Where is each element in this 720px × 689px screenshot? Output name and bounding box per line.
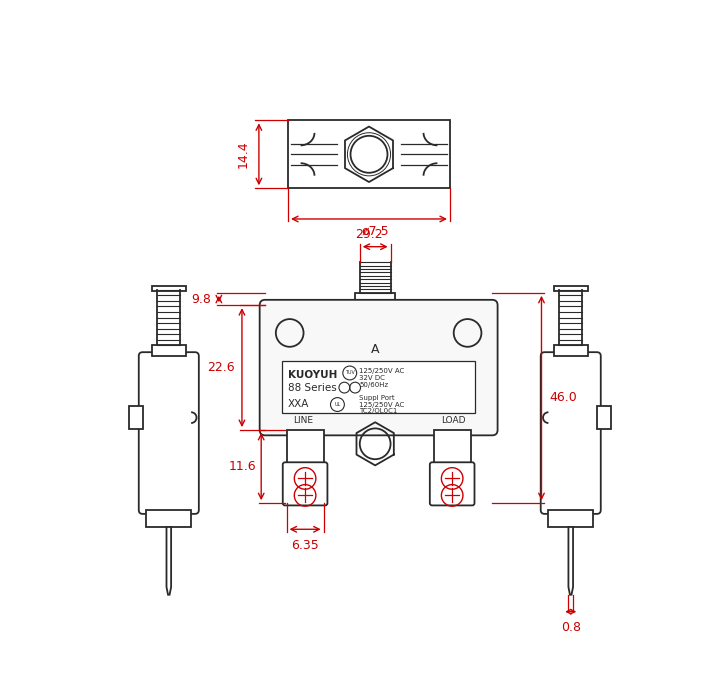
Text: 29.2: 29.2 [355,228,383,241]
Text: TC2/OL0C1: TC2/OL0C1 [359,409,397,415]
Polygon shape [166,527,171,595]
Text: 9.8: 9.8 [192,293,211,305]
Bar [282,360,475,413]
Bar [549,510,593,527]
Text: LOAD: LOAD [441,416,466,425]
Bar [152,345,186,356]
Bar [597,406,611,429]
Text: Suppl Port: Suppl Port [359,395,395,400]
Text: ø7.5: ø7.5 [361,225,389,238]
Bar [554,286,588,291]
Text: XXA: XXA [288,399,310,409]
FancyBboxPatch shape [260,300,498,435]
Text: 46.0: 46.0 [549,391,577,404]
Text: TUV: TUV [345,371,355,376]
Polygon shape [568,527,573,595]
Bar [554,345,588,356]
Text: 125/250V AC: 125/250V AC [359,402,404,407]
Text: 22.6: 22.6 [207,361,234,374]
Text: 14.4: 14.4 [237,141,250,168]
Text: 11.6: 11.6 [228,460,256,473]
Bar [152,286,186,291]
Text: UL: UL [334,402,341,407]
Text: A: A [371,342,379,356]
Bar [287,430,323,464]
FancyBboxPatch shape [430,462,474,506]
Bar [129,406,143,429]
Text: 32V DC: 32V DC [359,376,385,381]
Text: 125/250V AC: 125/250V AC [359,369,404,374]
Bar [355,293,395,305]
Text: LINE: LINE [294,416,313,425]
Text: 0.8: 0.8 [561,621,581,634]
Bar [146,510,191,527]
Text: KUOYUH: KUOYUH [288,369,338,380]
Text: 88 Series: 88 Series [288,383,337,393]
Bar [433,430,471,464]
Bar [288,121,450,188]
FancyBboxPatch shape [283,462,328,506]
FancyBboxPatch shape [541,352,600,514]
Text: 6.35: 6.35 [291,539,319,551]
Text: 50/60Hz: 50/60Hz [359,382,388,389]
FancyBboxPatch shape [139,352,199,514]
